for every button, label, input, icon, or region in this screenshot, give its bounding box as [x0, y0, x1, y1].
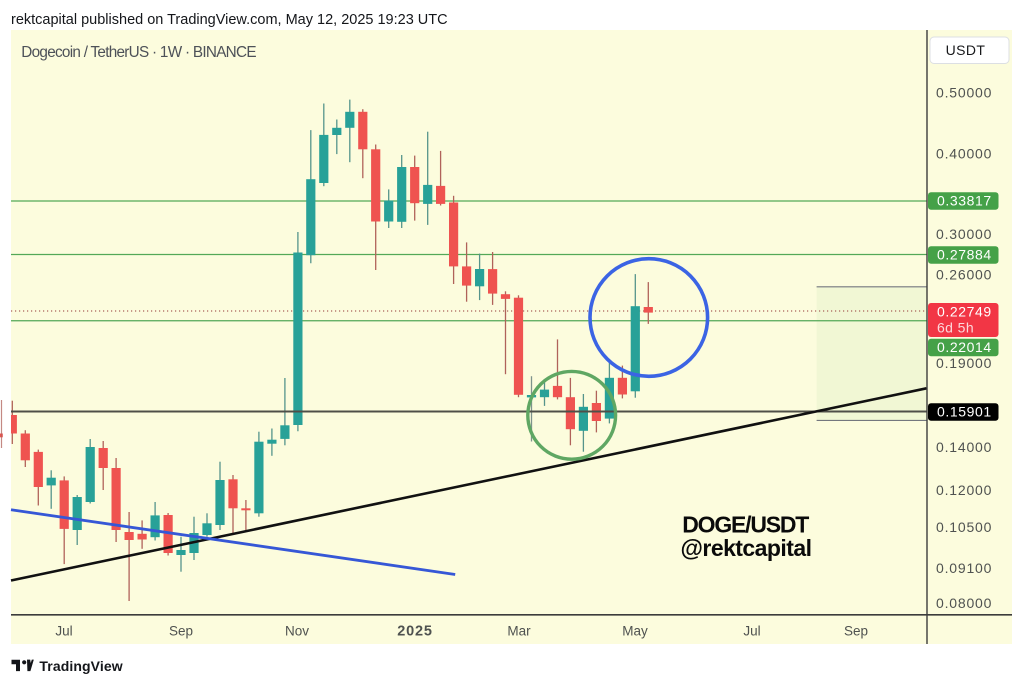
svg-text:0.22749: 0.22749	[937, 304, 992, 320]
svg-text:USDT: USDT	[946, 42, 986, 58]
svg-text:0.10500: 0.10500	[936, 519, 992, 535]
svg-text:6d 5h: 6d 5h	[937, 320, 974, 336]
svg-text:0.30000: 0.30000	[936, 226, 992, 242]
svg-text:0.15901: 0.15901	[937, 404, 992, 420]
svg-text:Jul: Jul	[743, 624, 760, 639]
svg-text:0.09100: 0.09100	[936, 560, 992, 576]
svg-text:2025: 2025	[397, 624, 432, 640]
svg-text:0.08000: 0.08000	[936, 595, 992, 611]
svg-text:0.40000: 0.40000	[936, 146, 992, 162]
svg-text:Nov: Nov	[285, 624, 309, 639]
svg-text:0.14000: 0.14000	[936, 439, 992, 455]
svg-text:0.50000: 0.50000	[936, 85, 992, 101]
svg-text:TradingView: TradingView	[39, 658, 122, 674]
svg-text:0.22014: 0.22014	[937, 339, 992, 355]
svg-text:Jul: Jul	[55, 624, 72, 639]
svg-text:0.27884: 0.27884	[937, 247, 992, 263]
svg-text:0.33817: 0.33817	[937, 193, 992, 209]
svg-text:0.12000: 0.12000	[936, 482, 992, 498]
svg-text:0.19000: 0.19000	[936, 355, 992, 371]
svg-text:May: May	[622, 624, 648, 639]
svg-text:rektcapital published on Tradi: rektcapital published on TradingView.com…	[11, 12, 448, 28]
svg-text:Mar: Mar	[507, 624, 531, 639]
svg-text:DOGE/USDT: DOGE/USDT	[682, 511, 809, 537]
svg-text:@rektcapital: @rektcapital	[681, 535, 812, 561]
svg-text:Dogecoin / TetherUS · 1W · BIN: Dogecoin / TetherUS · 1W · BINANCE	[21, 44, 256, 61]
svg-text:Sep: Sep	[169, 624, 193, 639]
svg-text:0.26000: 0.26000	[936, 267, 992, 283]
svg-text:Sep: Sep	[844, 624, 868, 639]
